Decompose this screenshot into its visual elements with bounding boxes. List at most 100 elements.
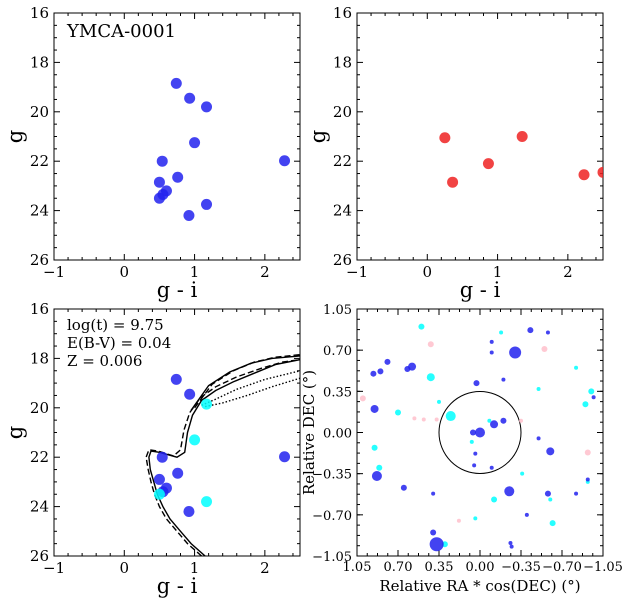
cyan-point (520, 471, 525, 476)
cyan-point (499, 330, 504, 335)
isochrone-line (194, 354, 300, 409)
data-point (597, 166, 603, 178)
cyan-point (189, 434, 201, 446)
field-point (456, 518, 461, 523)
data-point (189, 137, 201, 149)
member-point (431, 491, 436, 496)
member-point (384, 358, 391, 365)
y-axis-label: Relative DEC (°) (300, 370, 318, 495)
data-point (184, 92, 196, 104)
cyan-point (376, 464, 383, 471)
cyan-point (469, 439, 474, 444)
member-point (524, 512, 529, 517)
isochrone-parameter: E(B-V) = 0.04 (67, 334, 171, 352)
member-point (473, 451, 478, 456)
plot-frame (53, 12, 301, 261)
x-tick-label: 2 (260, 263, 270, 281)
cyan-point (201, 398, 213, 410)
isochrone-line (148, 358, 300, 556)
data-point (447, 176, 459, 188)
member-point (371, 471, 382, 482)
member-point (574, 491, 579, 496)
plot-area (359, 323, 596, 552)
cyan-point (418, 323, 425, 330)
member-point (472, 463, 477, 468)
data-point (172, 171, 184, 183)
cyan-point (574, 365, 579, 370)
panel-bottom-right: 1.05 0.70 0.35 0.00 −0.35 −0.70 −1.051.050.700… (300, 303, 623, 595)
y-tick-label: 26 (30, 547, 49, 565)
member-point (172, 467, 184, 479)
panel-bottom-left: −1 0 1 2 16 18 20 22 24 26 g - i g log(t) = 9.75E(B-… (3, 300, 301, 598)
y-axis-label: g (306, 130, 330, 143)
cyan-point (153, 488, 165, 500)
cyan-point (548, 497, 553, 502)
y-tick-label: 22 (333, 152, 352, 170)
y-axis-label: g (3, 426, 27, 439)
member-point (473, 380, 480, 387)
cyan-point (582, 401, 589, 408)
cyan-point (395, 409, 401, 416)
member-point (400, 484, 407, 491)
data-point (153, 192, 165, 204)
x-tick-label: 0 (423, 263, 433, 281)
field-point (584, 449, 591, 456)
x-axis-label: g - i (157, 278, 198, 302)
member-point (429, 537, 444, 552)
y-tick-label: 20 (30, 103, 49, 121)
y-tick-label: 18 (30, 53, 49, 71)
field-point (519, 418, 523, 423)
data-point (201, 101, 213, 113)
plot-area (153, 77, 291, 222)
data-point (156, 155, 168, 167)
field-point (421, 417, 426, 422)
field-point (541, 345, 548, 352)
x-tick-label: 0.70 (384, 560, 413, 575)
y-tick-label: 0.00 (323, 427, 352, 442)
member-point (183, 506, 195, 518)
x-tick-label: 0 (120, 263, 130, 281)
cyan-point (426, 373, 435, 382)
member-point (501, 377, 506, 382)
member-point (490, 420, 499, 429)
member-point (153, 473, 165, 485)
member-point (489, 465, 494, 470)
y-tick-label: 24 (30, 202, 49, 220)
field-point (412, 416, 417, 421)
field-point (359, 395, 366, 402)
member-point (475, 427, 485, 438)
x-axis-label: Relative RA * cos(DEC) (°) (379, 577, 580, 595)
field-point (427, 341, 434, 348)
y-tick-label: 16 (30, 300, 49, 318)
y-tick-label: −0.35 (312, 468, 352, 483)
member-point (370, 370, 377, 377)
y-tick-label: −1.05 (312, 550, 352, 565)
panel-annotation: YMCA-0001 (66, 21, 176, 42)
member-point (527, 327, 534, 334)
member-point (546, 447, 555, 456)
member-point (489, 339, 494, 344)
field-point (434, 417, 439, 422)
x-tick-label: −1.05 (583, 560, 623, 575)
y-tick-label: 18 (30, 349, 49, 367)
y-tick-label: 26 (333, 251, 352, 269)
cyan-point (445, 411, 456, 422)
cyan-point (437, 399, 441, 404)
y-axis-label: g (3, 130, 27, 143)
data-point (516, 131, 528, 142)
y-tick-label: 16 (30, 4, 49, 22)
data-point (439, 132, 451, 144)
y-tick-label: −0.70 (312, 509, 352, 524)
member-point (489, 350, 494, 355)
member-point (500, 417, 507, 424)
member-point (377, 368, 384, 375)
member-point (536, 436, 541, 441)
y-tick-label: 20 (30, 399, 49, 417)
isochrone-line (201, 370, 300, 406)
cyan-point (536, 386, 541, 391)
member-point (585, 477, 590, 482)
cluster-radius-circle (438, 391, 522, 474)
x-tick-label: 1 (493, 263, 503, 281)
member-point (279, 451, 291, 463)
